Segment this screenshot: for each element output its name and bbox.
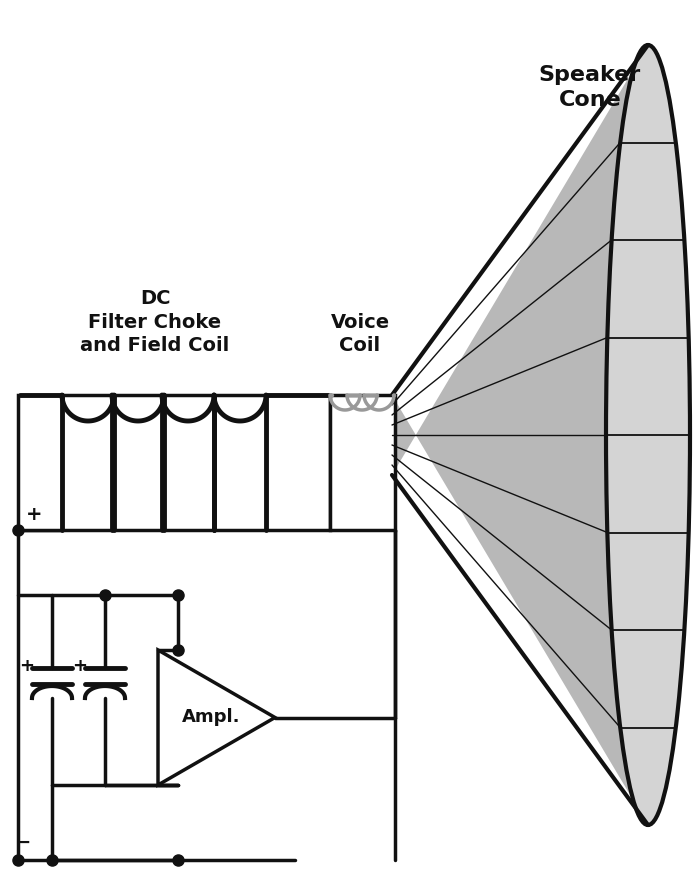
Bar (18, 395, 330, 530)
Bar (330, 395, 395, 530)
Text: Speaker
Cone: Speaker Cone (539, 65, 641, 110)
Polygon shape (158, 650, 275, 785)
Polygon shape (392, 45, 690, 825)
Text: Voice
Coil: Voice Coil (330, 312, 390, 355)
Text: DC
Filter Choke
and Field Coil: DC Filter Choke and Field Coil (80, 289, 230, 355)
Text: Ampl.: Ampl. (182, 709, 241, 727)
Text: +: + (73, 657, 88, 675)
Ellipse shape (606, 45, 690, 825)
Text: +: + (26, 505, 43, 525)
Text: +: + (20, 657, 34, 675)
Text: −: − (15, 833, 32, 851)
